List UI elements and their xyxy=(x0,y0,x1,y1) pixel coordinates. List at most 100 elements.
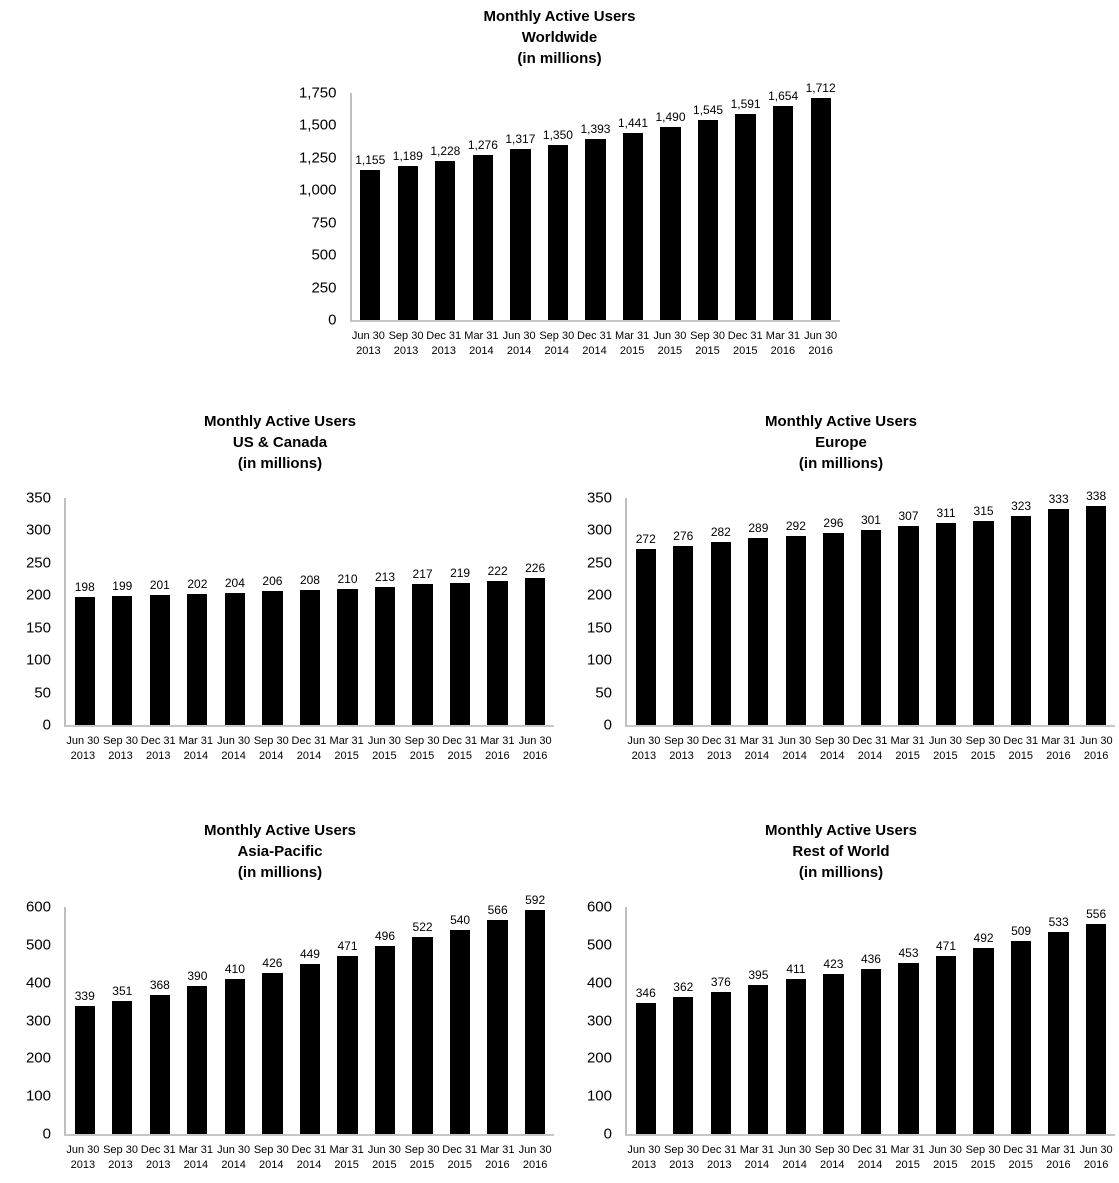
plot-wrap: 350 300 250 200 150 100 50 0 198 199 201 202 204 206 2… xyxy=(6,491,554,764)
bar xyxy=(973,520,994,725)
x-tick-date: Sep 30 xyxy=(404,1144,440,1156)
bar xyxy=(772,105,794,320)
plot-wrap: 600 500 400 300 200 100 0 346 362 376 395 411 423 436… xyxy=(567,900,1115,1173)
x-tick-date: Mar 31 xyxy=(890,735,925,747)
bar-value-label: 449 xyxy=(299,947,320,962)
x-tick-label: Mar 31 2015 xyxy=(889,1143,927,1173)
x-tick-year: 2015 xyxy=(895,750,920,762)
bar xyxy=(810,97,831,320)
bar-value-label: 210 xyxy=(337,571,358,586)
bar-slot: 307 xyxy=(890,498,928,725)
x-tick-year: 2013 xyxy=(145,750,171,762)
x-tick-date: Sep 30 xyxy=(253,1144,289,1156)
bar-value-label: 315 xyxy=(973,503,994,518)
chart-rest-of-world: Monthly Active Users Rest of World (in mil… xyxy=(567,820,1115,1173)
x-tick-label: Sep 30 2014 xyxy=(813,1143,851,1173)
y-axis: 350 300 250 200 150 100 50 0 xyxy=(6,491,64,733)
bar-slot: 213 xyxy=(366,498,404,725)
x-tick-year: 2015 xyxy=(732,345,758,357)
x-tick-date: Jun 30 xyxy=(502,330,536,342)
bar xyxy=(149,994,170,1134)
bar-slot: 1,189 xyxy=(389,93,427,320)
x-tick-year: 2014 xyxy=(744,1159,770,1171)
x-tick-label: Jun 30 2016 xyxy=(1077,734,1115,764)
x-tick-date: Sep 30 xyxy=(965,1144,1001,1156)
x-tick-year: 2016 xyxy=(522,750,548,762)
x-tick-date: Jun 30 xyxy=(1079,1144,1113,1156)
bar xyxy=(412,584,433,725)
chart-title-line: (in millions) xyxy=(237,864,323,881)
x-tick-label: Mar 31 2015 xyxy=(613,329,651,359)
x-tick-year: 2016 xyxy=(485,750,510,762)
x-tick-label: Dec 31 2015 xyxy=(726,329,764,359)
chart-title: Monthly Active Users Worldwide (in million… xyxy=(280,6,840,69)
x-tick-date: Jun 30 xyxy=(928,735,962,747)
bar xyxy=(622,133,644,320)
y-tick-label: 350 xyxy=(25,489,51,507)
bar xyxy=(860,529,882,725)
x-tick-date: Jun 30 xyxy=(928,1144,962,1156)
y-tick-label: 0 xyxy=(42,716,51,734)
x-tick-date: Dec 31 xyxy=(140,1144,176,1156)
x-tick-year: 2013 xyxy=(393,345,419,357)
x-tick-date: Dec 31 xyxy=(291,1144,327,1156)
bar-slot: 198 xyxy=(66,498,104,725)
y-tick-label: 200 xyxy=(25,586,51,604)
x-tick-date: Mar 31 xyxy=(1041,735,1076,747)
x-tick-year: 2016 xyxy=(808,345,833,357)
bar xyxy=(935,523,957,725)
bar xyxy=(337,588,358,725)
bar-slot: 272 xyxy=(627,498,665,725)
y-tick-label: 0 xyxy=(328,311,337,329)
x-tick-date: Jun 30 xyxy=(66,1144,100,1156)
x-tick-date: Jun 30 xyxy=(804,330,838,342)
y-tick-label: 150 xyxy=(586,619,612,637)
bar xyxy=(823,533,844,725)
bar-value-label: 390 xyxy=(187,969,208,984)
bar-value-label: 1,228 xyxy=(430,143,461,158)
bar-value-label: 351 xyxy=(112,984,133,999)
x-tick-year: 2013 xyxy=(669,1159,694,1171)
x-tick-date: Jun 30 xyxy=(653,330,687,342)
bar xyxy=(660,126,681,320)
x-tick-label: Jun 30 2013 xyxy=(625,1143,663,1173)
bar-slot: 339 xyxy=(66,907,104,1134)
bar-slot: 592 xyxy=(516,894,554,1134)
bar-slot: 540 xyxy=(441,907,479,1134)
bar xyxy=(1086,505,1107,725)
x-tick-year: 2015 xyxy=(334,750,359,762)
x-tick-year: 2013 xyxy=(70,750,96,762)
bar-value-label: 362 xyxy=(673,980,694,994)
x-tick-label: Jun 30 2016 xyxy=(802,329,840,359)
bar xyxy=(898,525,919,725)
plot-wrap: 1,750 1,500 1,250 1,000 750 500 250 0 1,155 1,189… xyxy=(280,81,840,359)
bar-slot: 333 xyxy=(1040,493,1078,725)
y-tick-label: 250 xyxy=(25,554,51,572)
x-tick-label: Dec 31 2014 xyxy=(290,1143,328,1173)
x-tick-label: Sep 30 2015 xyxy=(403,734,441,764)
x-tick-date: Mar 31 xyxy=(1041,1144,1076,1156)
x-tick-label: Dec 31 2013 xyxy=(425,329,463,359)
x-tick-year: 2016 xyxy=(1046,750,1071,762)
y-tick-label: 0 xyxy=(603,1125,612,1143)
bar xyxy=(710,991,731,1134)
y-tick-label: 400 xyxy=(25,974,51,992)
y-tick-label: 750 xyxy=(311,214,337,232)
bar-slot: 411 xyxy=(777,907,815,1134)
bar xyxy=(635,1003,656,1134)
x-tick-label: Mar 31 2016 xyxy=(764,329,802,359)
chart-title: Monthly Active Users Rest of World (in mil… xyxy=(567,820,1115,883)
bar xyxy=(112,1001,133,1134)
bar-value-label: 395 xyxy=(748,967,769,982)
bar xyxy=(525,910,546,1134)
x-tick-year: 2014 xyxy=(782,750,807,762)
bar-value-label: 1,155 xyxy=(355,153,386,168)
bar-slot: 289 xyxy=(740,498,778,725)
x-tick-date: Dec 31 xyxy=(442,1144,478,1156)
bar-value-label: 206 xyxy=(262,574,283,589)
bar-slot: 1,155 xyxy=(352,93,390,320)
bar xyxy=(898,962,919,1134)
bar-slot: 1,350 xyxy=(539,93,577,320)
bar-slot: 492 xyxy=(965,907,1003,1134)
